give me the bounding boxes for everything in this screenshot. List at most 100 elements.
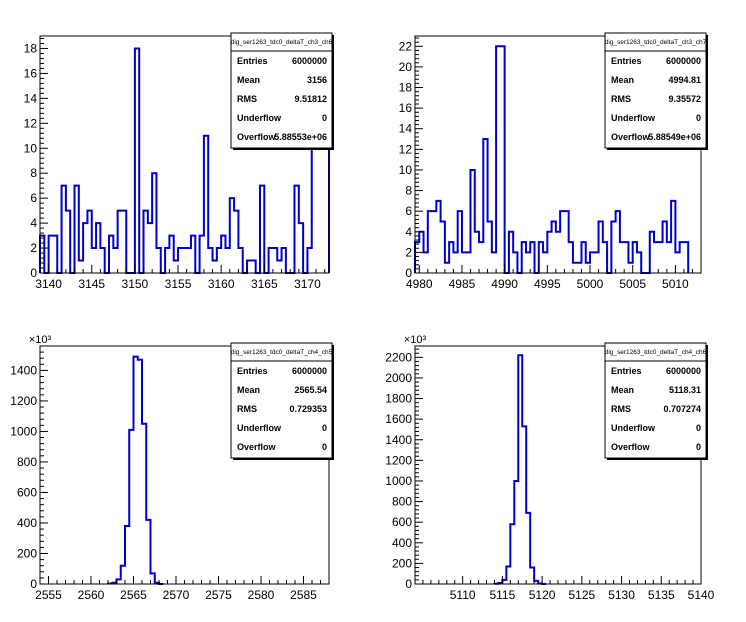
stats-row-label: Entries bbox=[611, 366, 642, 376]
stats-box: dig_ser1263_tdc0_deltaT_ch4_ch5 Entries 60… bbox=[230, 342, 334, 460]
stats-row-value: 0 bbox=[696, 113, 701, 123]
y-axis-exponent: ×10³ bbox=[404, 334, 427, 346]
stats-row-label: Mean bbox=[237, 385, 260, 395]
stats-row-value: 0 bbox=[696, 442, 701, 452]
stats-row-label: RMS bbox=[611, 94, 631, 104]
stats-box-frame bbox=[604, 342, 707, 459]
y-tick-label: 18 bbox=[24, 41, 38, 55]
y-tick-label: 0 bbox=[405, 577, 412, 591]
stats-row-label: Entries bbox=[611, 56, 642, 66]
stats-row-label: Overflow bbox=[237, 442, 277, 452]
x-tick-label: 3165 bbox=[251, 277, 278, 291]
x-tick-label: 5120 bbox=[529, 588, 556, 602]
stats-row-label: Underflow bbox=[237, 423, 282, 433]
stats-row-value: 5118.31 bbox=[669, 385, 701, 395]
stats-title: dig_ser1263_tdc0_deltaT_ch3_ch6 bbox=[231, 39, 333, 46]
y-tick-label: 20 bbox=[399, 60, 413, 74]
stats-row-label: Underflow bbox=[611, 423, 656, 433]
y-tick-label: 0 bbox=[30, 577, 37, 591]
stats-row-label: Overflow bbox=[611, 442, 651, 452]
y-tick-label: 22 bbox=[399, 39, 413, 53]
histogram-series-line bbox=[414, 45, 690, 274]
stats-row-value: 3156 bbox=[307, 75, 327, 85]
y-tick-label: 16 bbox=[399, 101, 413, 115]
stats-box: dig_ser1263_tdc0_deltaT_ch4_ch6 Entries 60… bbox=[604, 342, 708, 460]
y-tick-label: 14 bbox=[399, 122, 413, 136]
plot-frame bbox=[39, 35, 330, 274]
y-tick-label: 1400 bbox=[385, 433, 412, 447]
y-tick-label: 200 bbox=[17, 546, 37, 560]
x-tick-label: 3140 bbox=[35, 277, 62, 291]
x-tick-label: 5010 bbox=[662, 277, 689, 291]
x-tick-label: 5005 bbox=[619, 277, 646, 291]
stats-row-label: Mean bbox=[611, 75, 634, 85]
histogram-pad-4: 5110 5115 5120 5125 5130 5135 5140 0 200 400 600 80… bbox=[385, 334, 714, 602]
stats-box: dig_ser1263_tdc0_deltaT_ch3_ch7 Entries 60… bbox=[604, 32, 708, 150]
x-tick-label: 4980 bbox=[406, 277, 433, 291]
stats-row-label: Overflow bbox=[237, 132, 277, 142]
y-tick-label: 600 bbox=[392, 515, 412, 529]
stats-row-value: 0.707274 bbox=[663, 404, 701, 414]
stats-row-value: 6000000 bbox=[292, 56, 327, 66]
y-tick-label: 12 bbox=[399, 142, 413, 156]
stats-row-label: Underflow bbox=[237, 113, 282, 123]
x-tick-label: 5135 bbox=[648, 588, 675, 602]
y-axis-exponent: ×10³ bbox=[29, 334, 52, 346]
y-tick-label: 6 bbox=[405, 204, 412, 218]
y-tick-label: 200 bbox=[392, 556, 412, 570]
y-tick-label: 6 bbox=[30, 191, 37, 205]
x-tick-label: 5000 bbox=[577, 277, 604, 291]
y-tick-label: 12 bbox=[24, 116, 38, 130]
y-tick-label: 14 bbox=[24, 91, 38, 105]
y-tick-label: 800 bbox=[17, 455, 37, 469]
stats-row-label: RMS bbox=[237, 94, 257, 104]
x-tick-label: 3160 bbox=[208, 277, 235, 291]
stats-box-frame bbox=[230, 32, 333, 149]
y-tick-label: 1800 bbox=[385, 392, 412, 406]
y-tick-label: 1600 bbox=[385, 412, 412, 426]
histogram-pad-2: 4980 4985 4990 4995 5000 5005 5010 0 2 4 6 8 10 12 14 1… bbox=[399, 32, 708, 291]
stats-box-frame bbox=[230, 342, 333, 459]
x-tick-label: 3155 bbox=[165, 277, 192, 291]
x-tick-label: 5110 bbox=[450, 588, 476, 602]
y-tick-label: 1400 bbox=[10, 363, 37, 377]
stats-row-value: 0 bbox=[322, 113, 327, 123]
histogram-pad-3: 2555 2560 2565 2570 2575 2580 2585 0 200 400 600 80… bbox=[10, 334, 334, 602]
stats-row-label: RMS bbox=[611, 404, 631, 414]
y-tick-label: 0 bbox=[30, 266, 37, 280]
x-tick-label: 2565 bbox=[120, 588, 147, 602]
stats-row-label: Mean bbox=[611, 385, 634, 395]
y-tick-label: 8 bbox=[30, 166, 37, 180]
y-tick-label: 4 bbox=[405, 225, 412, 239]
x-tick-label: 5115 bbox=[489, 588, 515, 602]
x-tick-label: 3170 bbox=[294, 277, 321, 291]
x-tick-label: 2585 bbox=[290, 588, 317, 602]
stats-row-value: 0.729353 bbox=[289, 404, 327, 414]
stats-row-value: 0 bbox=[322, 423, 327, 433]
x-tick-label: 5130 bbox=[608, 588, 635, 602]
x-tick-label: 2580 bbox=[248, 588, 275, 602]
y-tick-label: 400 bbox=[17, 516, 37, 530]
stats-row-value: 2565.54 bbox=[294, 385, 327, 395]
y-tick-label: 10 bbox=[399, 163, 413, 177]
y-tick-label: 10 bbox=[24, 141, 38, 155]
x-tick-label: 3145 bbox=[78, 277, 105, 291]
y-tick-label: 8 bbox=[405, 184, 412, 198]
stats-row-label: Entries bbox=[237, 366, 268, 376]
y-tick-label: 4 bbox=[30, 216, 37, 230]
y-tick-label: 400 bbox=[392, 536, 412, 550]
y-tick-label: 0 bbox=[405, 266, 412, 280]
x-tick-label: 2570 bbox=[163, 588, 190, 602]
y-tick-label: 2 bbox=[405, 245, 412, 259]
stats-row-value: 6000000 bbox=[292, 366, 327, 376]
stats-row-value: 9.35572 bbox=[668, 94, 701, 104]
y-tick-label: 800 bbox=[392, 495, 412, 509]
x-tick-label: 4985 bbox=[449, 277, 476, 291]
y-tick-label: 600 bbox=[17, 485, 37, 499]
x-tick-label: 4995 bbox=[534, 277, 561, 291]
plot-frame bbox=[414, 35, 702, 274]
y-tick-label: 16 bbox=[24, 66, 38, 80]
stats-row-value: 5.88549e+06 bbox=[648, 132, 701, 142]
stats-row-value: 5.88553e+06 bbox=[274, 132, 327, 142]
stats-row-label: Mean bbox=[237, 75, 260, 85]
